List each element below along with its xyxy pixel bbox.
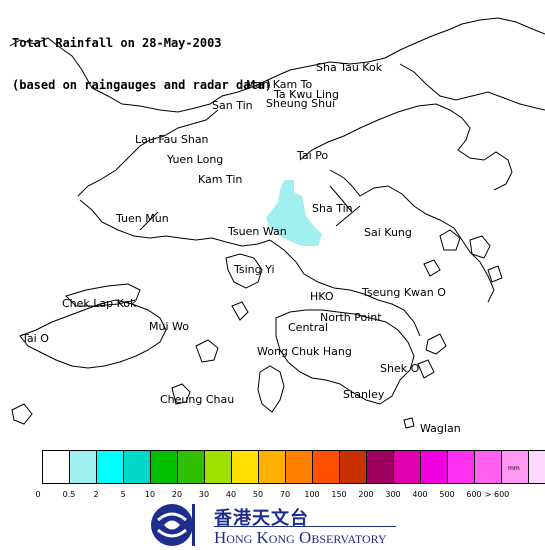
place-central: Central — [288, 321, 329, 334]
waglan-island — [403, 417, 415, 429]
legend-tick-label: 0 — [35, 490, 41, 499]
place-sha-tau-kok: Sha Tau Kok — [316, 61, 383, 74]
hko-emblem-icon — [151, 504, 195, 546]
cheung-chau-island — [171, 383, 191, 405]
place-shek-o: Shek O — [380, 362, 420, 375]
place-kam-tin: Kam Tin — [198, 173, 243, 186]
legend-tick-label: 2 — [93, 490, 99, 499]
legend-swatch-10 — [313, 451, 340, 483]
legend-swatch-3 — [124, 451, 151, 483]
legend-tick-label: 30 — [198, 490, 210, 499]
legend-swatch-7 — [232, 451, 259, 483]
legend-tick-label: 300 — [385, 490, 401, 499]
legend-tick-label: 400 — [412, 490, 428, 499]
sha-tin-road — [329, 185, 353, 213]
legend-tick-label: 70 — [279, 490, 291, 499]
legend-swatch-16 — [475, 451, 502, 483]
place-tsuen-wan: Tsuen Wan — [228, 225, 287, 238]
northern-coastline — [9, 17, 545, 113]
legend-swatch-6 — [205, 451, 232, 483]
legend-tick-label: 200 — [358, 490, 374, 499]
tsing-yi-island — [225, 253, 263, 289]
legend-swatch-4 — [151, 451, 178, 483]
west-coastline — [77, 109, 219, 197]
place-tsing-yi: Tsing Yi — [234, 263, 275, 276]
place-yuen-long: Yuen Long — [167, 153, 224, 166]
legend-tick-label: 50 — [252, 490, 264, 499]
legend-tick-label: 600 — [466, 490, 482, 499]
legend-swatch-1 — [70, 451, 97, 483]
logo-chinese-name: 香港天文台 — [214, 508, 309, 529]
hong-kong-map — [9, 17, 545, 429]
legend-swatch-2 — [97, 451, 124, 483]
northeast-peninsula — [399, 63, 545, 111]
sai-kung-coast — [329, 169, 495, 303]
place-tai-o: Tai O — [22, 332, 49, 345]
legend-swatch-12 — [367, 451, 394, 483]
sha-tin-boundary — [335, 205, 361, 227]
place-sai-kung: Sai Kung — [364, 226, 412, 239]
legend-swatch-9 — [286, 451, 313, 483]
map-title-line1: Total Rainfall on 28-May-2003 — [12, 36, 222, 50]
logo-divider — [214, 526, 396, 527]
west-islands — [11, 301, 249, 425]
place-chek-lap-kok: Chek Lap Kok — [62, 297, 137, 310]
map-title-line2: (based on raingauges and radar data) — [12, 78, 273, 92]
legend-tick-label: 10 — [144, 490, 156, 499]
place-waglan: Waglan — [420, 422, 461, 435]
rain-area-0.5-2mm — [266, 180, 322, 246]
legend-swatch-5 — [178, 451, 205, 483]
place-stanley: Stanley — [343, 388, 385, 401]
place-sha-tin: Sha Tin — [312, 202, 353, 215]
legend-swatch-8 — [259, 451, 286, 483]
lantau-island — [19, 299, 167, 369]
legend-swatch-17 — [502, 451, 529, 483]
place-tuen-mun: Tuen Mun — [116, 212, 169, 225]
place-cheung-chau: Cheung Chau — [160, 393, 235, 406]
legend-tick-label: > 600 — [484, 490, 510, 499]
legend-unit: mm — [508, 465, 520, 472]
place-mui-wo: Mui Wo — [149, 320, 189, 333]
legend-swatch-14 — [421, 451, 448, 483]
legend-tick-label: 40 — [225, 490, 237, 499]
rainfall-legend — [42, 450, 545, 484]
legend-tick-label: 20 — [171, 490, 183, 499]
tuen-mun-coast — [79, 199, 271, 247]
east-islands — [417, 229, 503, 379]
legend-swatch-11 — [340, 451, 367, 483]
place-tseung-kwan-o: Tseung Kwan O — [362, 286, 446, 299]
logo-english-name: Hong Kong Observatory — [214, 528, 387, 547]
hko-logo: 香港天文台 Hong Kong Observatory — [148, 500, 408, 548]
legend-tick-label: 0.5 — [62, 490, 76, 499]
legend-swatch-15 — [448, 451, 475, 483]
place-hko: HKO — [310, 290, 334, 303]
place-north-point: North Point — [320, 311, 382, 324]
legend-tick-label: 150 — [331, 490, 347, 499]
place-tai-po: Tai Po — [297, 149, 329, 162]
legend-swatch-18 — [529, 451, 545, 483]
tolo-coast — [299, 103, 513, 191]
legend-swatch-0 — [43, 451, 70, 483]
place-san-tin: San Tin — [212, 99, 253, 112]
legend-swatch-13 — [394, 451, 421, 483]
hong-kong-island — [275, 309, 415, 405]
airport-island — [65, 283, 141, 307]
place-lau-fau-shan: Lau Fau Shan — [135, 133, 209, 146]
legend-tick-label: 500 — [439, 490, 455, 499]
place-sheung-shui: Sheung Shui — [266, 97, 336, 110]
place-man-kam-to: Man Kam To — [246, 78, 313, 91]
place-ta-kwu-ling: Ta Kwu Ling — [274, 88, 339, 101]
legend-tick-label: 100 — [304, 490, 320, 499]
legend-tick-label: 5 — [120, 490, 126, 499]
place-wong-chuk-hang: Wong Chuk Hang — [257, 345, 352, 358]
lamma-island — [257, 365, 285, 413]
map-title: Total Rainfall on 28-May-2003 (based on … — [12, 8, 272, 106]
kowloon-coast — [269, 239, 421, 337]
tuen-mun-road — [139, 211, 159, 231]
